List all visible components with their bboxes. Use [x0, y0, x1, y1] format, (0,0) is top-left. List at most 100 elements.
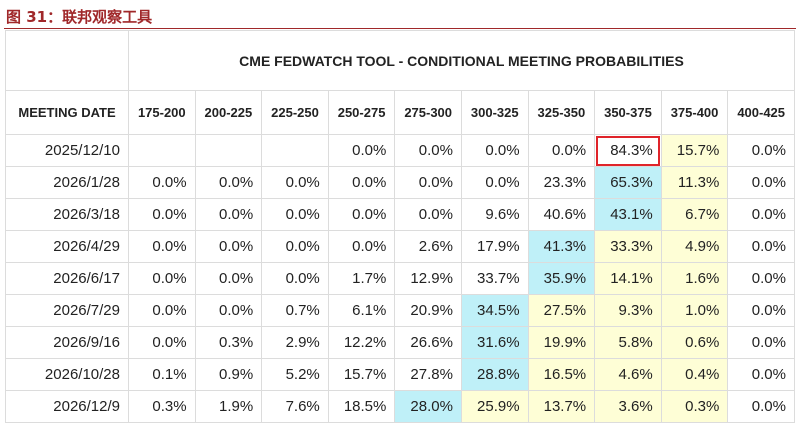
probability-cell: 16.5%: [527, 358, 596, 391]
probability-cell: 0.7%: [261, 294, 329, 327]
probability-cell: 0.3%: [194, 326, 263, 359]
probability-cell: 6.7%: [660, 198, 729, 231]
probability-cell: 0.1%: [128, 358, 196, 391]
meeting-date: 2025/12/10: [5, 134, 129, 167]
probability-cell: 0.0%: [327, 134, 396, 167]
probability-cell: 0.0%: [727, 390, 795, 423]
probability-cell: 4.6%: [594, 358, 662, 391]
data-row: 2026/7/29 0.0% 0.0% 0.7% 6.1% 20.9% 34.5% 27.5%…: [5, 294, 795, 327]
probability-cell: 9.3%: [594, 294, 662, 327]
probability-cell: 33.3%: [594, 230, 662, 263]
probability-cell: 0.0%: [460, 134, 529, 167]
probability-cell: 0.0%: [394, 198, 462, 231]
probability-cell: 20.9%: [394, 294, 462, 327]
meeting-date: 2026/9/16: [5, 326, 129, 359]
probability-cell: 0.3%: [128, 390, 196, 423]
probability-cell: 1.7%: [327, 262, 396, 295]
probability-cell: 0.0%: [128, 262, 196, 295]
probability-cell: 1.0%: [660, 294, 729, 327]
probability-cell: 0.0%: [727, 294, 795, 327]
column-header: 325-350: [527, 90, 596, 135]
meeting-date: 2026/4/29: [5, 230, 129, 263]
probability-cell: 0.0%: [194, 198, 263, 231]
probability-cell: 7.6%: [261, 390, 329, 423]
title-row: CME FEDWATCH TOOL - CONDITIONAL MEETING …: [5, 30, 795, 91]
probability-cell: 27.8%: [394, 358, 462, 391]
probability-cell: 0.0%: [261, 198, 329, 231]
data-row: 2026/10/28 0.1% 0.9% 5.2% 15.7% 27.8% 28.8% 16.…: [5, 358, 795, 391]
meeting-date: 2026/1/28: [5, 166, 129, 199]
probability-cell: 0.0%: [394, 166, 462, 199]
probability-cell: 27.5%: [527, 294, 596, 327]
column-header: 375-400: [660, 90, 729, 135]
probability-cell: 5.8%: [594, 326, 662, 359]
probability-cell: 0.0%: [128, 230, 196, 263]
probability-cell: 17.9%: [460, 230, 529, 263]
probability-cell: 4.9%: [660, 230, 729, 263]
probability-cell: 0.0%: [394, 134, 462, 167]
probability-cell: 0.0%: [194, 230, 263, 263]
probability-cell: 0.3%: [660, 390, 729, 423]
probability-cell: 0.6%: [660, 326, 729, 359]
probability-cell: 0.0%: [128, 166, 196, 199]
probability-cell: [194, 134, 263, 167]
probability-cell: 0.0%: [128, 198, 196, 231]
probability-cell: 40.6%: [527, 198, 596, 231]
probability-cell: 0.0%: [261, 230, 329, 263]
probability-cell: 0.0%: [194, 166, 263, 199]
table-title: CME FEDWATCH TOOL - CONDITIONAL MEETING …: [128, 30, 795, 91]
data-row: 2026/12/9 0.3% 1.9% 7.6% 18.5% 28.0% 25.9% 13.7…: [5, 390, 795, 423]
probability-cell: 15.7%: [327, 358, 396, 391]
column-header: 300-325: [460, 90, 529, 135]
probability-cell: 0.0%: [727, 326, 795, 359]
probability-cell: 33.7%: [460, 262, 529, 295]
probability-cell: 0.0%: [327, 198, 396, 231]
probability-cell: 1.6%: [660, 262, 729, 295]
data-row: 2026/6/17 0.0% 0.0% 0.0% 1.7% 12.9% 33.7% 35.9%…: [5, 262, 795, 295]
probability-cell: 23.3%: [527, 166, 596, 199]
column-header: MEETING DATE: [5, 90, 129, 135]
probability-cell: 0.0%: [727, 134, 795, 167]
probability-cell: 0.0%: [194, 262, 263, 295]
column-header: 400-425: [727, 90, 795, 135]
probability-cell: 43.1%: [594, 198, 662, 231]
probability-cell: 28.8%: [460, 358, 529, 391]
probability-cell: 0.0%: [128, 326, 196, 359]
probability-cell: 26.6%: [394, 326, 462, 359]
probability-cell: 0.0%: [327, 166, 396, 199]
probability-cell: 11.3%: [660, 166, 729, 199]
data-row: 2026/9/16 0.0% 0.3% 2.9% 12.2% 26.6% 31.6% 19.9…: [5, 326, 795, 359]
probability-cell: 14.1%: [594, 262, 662, 295]
probability-cell: 0.9%: [194, 358, 263, 391]
meeting-date: 2026/7/29: [5, 294, 129, 327]
probability-cell: 3.6%: [594, 390, 662, 423]
probability-cell: 0.0%: [727, 262, 795, 295]
data-row: 2025/12/10 0.0% 0.0% 0.0% 0.0% 84.3% 15.7% 0.0%: [5, 134, 795, 167]
probability-cell: [128, 134, 196, 167]
column-header: 175-200: [128, 90, 196, 135]
column-header: 350-375: [594, 90, 662, 135]
column-header: 225-250: [261, 90, 329, 135]
probability-cell: [261, 134, 329, 167]
figure-title: 图 31：联邦观察工具: [6, 8, 153, 26]
probability-cell: 35.9%: [527, 262, 596, 295]
header-row: MEETING DATE 175-200 200-225 225-250 250-275…: [5, 90, 795, 135]
probability-cell: 0.4%: [660, 358, 729, 391]
corner-cell: [5, 30, 129, 91]
meeting-date: 2026/3/18: [5, 198, 129, 231]
column-header: 250-275: [327, 90, 396, 135]
title-rule: [4, 28, 796, 29]
data-row: 2026/3/18 0.0% 0.0% 0.0% 0.0% 0.0% 9.6% 40.6% 43…: [5, 198, 795, 231]
probability-cell: 0.0%: [727, 198, 795, 231]
probability-cell: 12.9%: [394, 262, 462, 295]
probability-cell: 65.3%: [594, 166, 662, 199]
probability-cell: 19.9%: [527, 326, 596, 359]
column-header: 275-300: [394, 90, 462, 135]
probability-cell: 41.3%: [527, 230, 596, 263]
probability-cell: 1.9%: [194, 390, 263, 423]
probability-cell: 12.2%: [327, 326, 396, 359]
probability-table: CME FEDWATCH TOOL - CONDITIONAL MEETING …: [5, 30, 795, 423]
probability-cell: 0.0%: [460, 166, 529, 199]
probability-cell: 0.0%: [194, 294, 263, 327]
